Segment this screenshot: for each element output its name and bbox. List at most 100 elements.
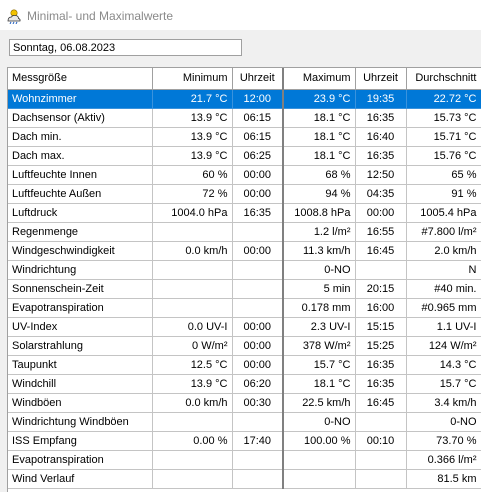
date-field[interactable]: Sonntag, 06.08.2023 <box>9 39 242 56</box>
cell-minimum <box>152 298 233 318</box>
cell-minimum: 13.9 °C <box>152 127 233 147</box>
cell-measurement: Wind Verlauf <box>8 469 153 489</box>
cell-maximum: 15.7 °C <box>283 355 356 375</box>
table-row[interactable]: Evapotranspiration 0.366 l/m² <box>8 450 481 470</box>
cell-max-time: 16:35 <box>355 355 407 375</box>
cell-average: 22.72 °C <box>406 89 481 109</box>
cell-max-time <box>355 450 407 470</box>
cell-maximum: 94 % <box>283 184 356 204</box>
cell-maximum <box>283 469 356 489</box>
cell-min-time: 00:00 <box>232 317 284 337</box>
cell-max-time: 16:45 <box>355 241 407 261</box>
table-row[interactable]: Luftdruck 1004.0 hPa 16:35 1008.8 hPa 00:00 1… <box>8 203 481 223</box>
cell-max-time: 12:50 <box>355 165 407 185</box>
cell-minimum <box>152 222 233 242</box>
cell-measurement: Dachsensor (Aktiv) <box>8 108 153 128</box>
cell-minimum: 0.0 UV-I <box>152 317 233 337</box>
column-header-minimum[interactable]: Minimum <box>152 68 233 90</box>
cell-measurement: Sonnenschein-Zeit <box>8 279 153 299</box>
table-row[interactable]: Wohnzimmer 21.7 °C 12:00 23.9 °C 19:35 22.72 … <box>8 89 481 109</box>
cell-minimum: 13.9 °C <box>152 108 233 128</box>
cell-average: 15.73 °C <box>406 108 481 128</box>
cell-measurement: Regenmenge <box>8 222 153 242</box>
cell-average: N <box>406 260 481 280</box>
table-row[interactable]: Dachsensor (Aktiv) 13.9 °C 06:15 18.1 °C 16:… <box>8 108 481 128</box>
table-row[interactable]: Windböen 0.0 km/h 00:30 22.5 km/h 16:45 3.4 k… <box>8 393 481 413</box>
column-header-average[interactable]: Durchschnitt <box>406 68 481 90</box>
cell-max-time: 15:15 <box>355 317 407 337</box>
cell-minimum: 0.0 km/h <box>152 393 233 413</box>
cell-min-time: 00:00 <box>232 355 284 375</box>
cell-minimum: 0.00 % <box>152 431 233 451</box>
cell-min-time <box>232 298 284 318</box>
table-row[interactable]: Windrichtung 0-NO N <box>8 260 481 280</box>
weather-app-icon <box>7 9 21 24</box>
table-header-row: Messgröße Minimum Uhrzeit Maximum Uhrzei… <box>8 68 481 90</box>
table-row[interactable]: Dach min. 13.9 °C 06:15 18.1 °C 16:40 15.71 °… <box>8 127 481 147</box>
cell-average: 0-NO <box>406 412 481 432</box>
cell-measurement: Solarstrahlung <box>8 336 153 356</box>
column-header-maximum[interactable]: Maximum <box>283 68 356 90</box>
table-row[interactable]: ISS Empfang 0.00 % 17:40 100.00 % 00:10 73.70… <box>8 431 481 451</box>
table-row[interactable]: Evapotranspiration 0.178 mm 16:00 #0.965 mm <box>8 298 481 318</box>
cell-average: 73.70 % <box>406 431 481 451</box>
cell-measurement: Windgeschwindigkeit <box>8 241 153 261</box>
cell-average: 81.5 km <box>406 469 481 489</box>
cell-max-time: 16:55 <box>355 222 407 242</box>
table-row[interactable]: Wind Verlauf 81.5 km <box>8 469 481 489</box>
cell-minimum: 60 % <box>152 165 233 185</box>
cell-average: 15.71 °C <box>406 127 481 147</box>
min-max-table[interactable]: Messgröße Minimum Uhrzeit Maximum Uhrzei… <box>7 67 481 492</box>
column-header-max-time[interactable]: Uhrzeit <box>355 68 407 90</box>
table-row[interactable]: UV-Index 0.0 UV-I 00:00 2.3 UV-I 15:15 1.1 UV… <box>8 317 481 337</box>
cell-average: 1.1 UV-I <box>406 317 481 337</box>
cell-measurement: UV-Index <box>8 317 153 337</box>
cell-min-time: 00:00 <box>232 184 284 204</box>
table-row[interactable]: Windchill 13.9 °C 06:20 18.1 °C 16:35 15.7 °C <box>8 374 481 394</box>
table-row[interactable]: Luftfeuchte Innen 60 % 00:00 68 % 12:50 65 % <box>8 165 481 185</box>
table-row[interactable]: Regenmenge 1.2 l/m² 16:55 #7.800 l/m² <box>8 222 481 242</box>
cell-maximum: 1.2 l/m² <box>283 222 356 242</box>
cell-measurement: Luftfeuchte Außen <box>8 184 153 204</box>
cell-maximum: 1008.8 hPa <box>283 203 356 223</box>
table-row[interactable]: Windgeschwindigkeit 0.0 km/h 00:00 11.3 km/… <box>8 241 481 261</box>
cell-max-time: 15:25 <box>355 336 407 356</box>
cell-maximum: 18.1 °C <box>283 127 356 147</box>
cell-min-time <box>232 279 284 299</box>
cell-average: 65 % <box>406 165 481 185</box>
cell-max-time: 00:10 <box>355 431 407 451</box>
cell-maximum: 100.00 % <box>283 431 356 451</box>
cell-min-time: 00:00 <box>232 241 284 261</box>
cell-min-time: 06:15 <box>232 127 284 147</box>
cell-average: 14.3 °C <box>406 355 481 375</box>
cell-minimum: 21.7 °C <box>152 89 233 109</box>
cell-average: 124 W/m² <box>406 336 481 356</box>
cell-measurement: Windrichtung Windböen <box>8 412 153 432</box>
column-header-min-time[interactable]: Uhrzeit <box>232 68 284 90</box>
table-row[interactable]: Luftfeuchte Außen 72 % 00:00 94 % 04:35 91 % <box>8 184 481 204</box>
cell-max-time <box>355 412 407 432</box>
cell-max-time: 04:35 <box>355 184 407 204</box>
cell-average: 2.0 km/h <box>406 241 481 261</box>
cell-minimum: 12.5 °C <box>152 355 233 375</box>
cell-measurement: Windchill <box>8 374 153 394</box>
cell-average: 15.76 °C <box>406 146 481 166</box>
cell-average: 0.366 l/m² <box>406 450 481 470</box>
cell-min-time <box>232 260 284 280</box>
table-row[interactable]: Dach max. 13.9 °C 06:25 18.1 °C 16:35 15.76 °… <box>8 146 481 166</box>
cell-min-time <box>232 450 284 470</box>
column-header-measurement[interactable]: Messgröße <box>8 68 153 90</box>
cell-max-time: 16:35 <box>355 374 407 394</box>
table-row[interactable]: Sonnenschein-Zeit 5 min 20:15 #40 min. <box>8 279 481 299</box>
cell-max-time <box>355 469 407 489</box>
cell-maximum: 11.3 km/h <box>283 241 356 261</box>
table-row[interactable]: Solarstrahlung 0 W/m² 00:00 378 W/m² 15:25 12… <box>8 336 481 356</box>
table-row[interactable]: Taupunkt 12.5 °C 00:00 15.7 °C 16:35 14.3 °C <box>8 355 481 375</box>
table-row[interactable]: Windrichtung Windböen 0-NO 0-NO <box>8 412 481 432</box>
cell-minimum: 13.9 °C <box>152 374 233 394</box>
cell-average: 91 % <box>406 184 481 204</box>
cell-measurement: Evapotranspiration <box>8 450 153 470</box>
cell-measurement: Windböen <box>8 393 153 413</box>
cell-max-time: 19:35 <box>355 89 407 109</box>
cell-minimum: 72 % <box>152 184 233 204</box>
